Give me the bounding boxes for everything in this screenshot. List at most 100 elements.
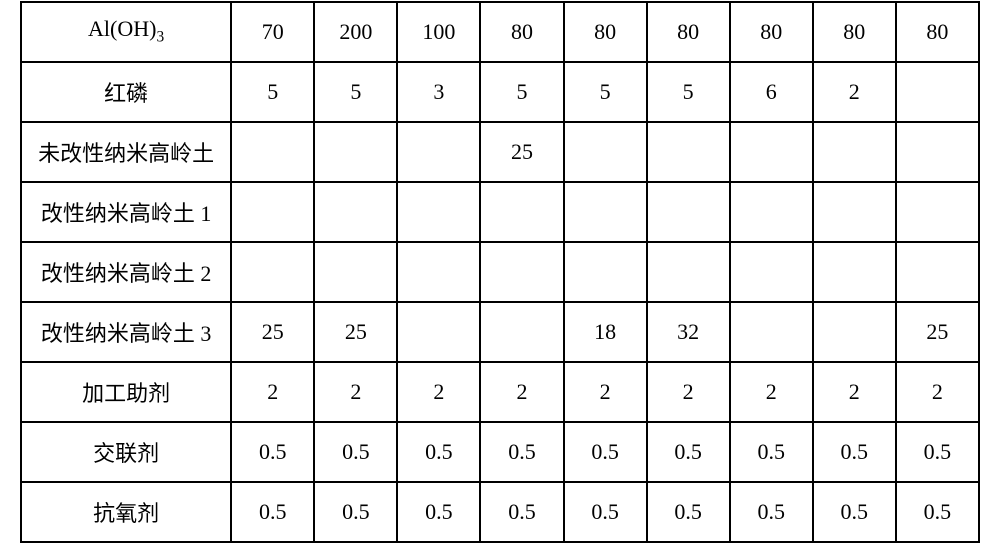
cell: 80 bbox=[647, 2, 730, 62]
cell bbox=[480, 182, 563, 242]
cell bbox=[813, 242, 896, 302]
cell: 2 bbox=[314, 362, 397, 422]
cell bbox=[896, 242, 979, 302]
cell bbox=[564, 122, 647, 182]
cell: 0.5 bbox=[564, 482, 647, 542]
cell: 0.5 bbox=[480, 482, 563, 542]
cell: 200 bbox=[314, 2, 397, 62]
cell: 2 bbox=[397, 362, 480, 422]
cell bbox=[314, 122, 397, 182]
cell: 5 bbox=[231, 62, 314, 122]
cell bbox=[480, 242, 563, 302]
row-label: 改性纳米高岭土 2 bbox=[21, 242, 231, 302]
cell: 5 bbox=[647, 62, 730, 122]
cell: 25 bbox=[314, 302, 397, 362]
cell: 80 bbox=[480, 2, 563, 62]
cell bbox=[397, 182, 480, 242]
cell bbox=[813, 182, 896, 242]
row-label: 加工助剂 bbox=[21, 362, 231, 422]
cell bbox=[730, 182, 813, 242]
cell bbox=[480, 302, 563, 362]
cell bbox=[231, 242, 314, 302]
table-row: 交联剂 0.5 0.5 0.5 0.5 0.5 0.5 0.5 0.5 0.5 bbox=[21, 422, 979, 482]
cell: 0.5 bbox=[813, 422, 896, 482]
cell: 2 bbox=[647, 362, 730, 422]
row-label: 交联剂 bbox=[21, 422, 231, 482]
cell bbox=[397, 242, 480, 302]
row-label: 抗氧剂 bbox=[21, 482, 231, 542]
cell: 6 bbox=[730, 62, 813, 122]
row-label: 改性纳米高岭土 1 bbox=[21, 182, 231, 242]
table-row: 红磷 5 5 3 5 5 5 6 2 bbox=[21, 62, 979, 122]
cell bbox=[314, 182, 397, 242]
cell: 80 bbox=[564, 2, 647, 62]
cell bbox=[896, 182, 979, 242]
cell: 5 bbox=[564, 62, 647, 122]
row-label: 红磷 bbox=[21, 62, 231, 122]
cell: 0.5 bbox=[397, 482, 480, 542]
cell: 70 bbox=[231, 2, 314, 62]
cell: 0.5 bbox=[231, 422, 314, 482]
table-row: 改性纳米高岭土 1 bbox=[21, 182, 979, 242]
cell: 2 bbox=[480, 362, 563, 422]
cell bbox=[564, 242, 647, 302]
row-label: 改性纳米高岭土 3 bbox=[21, 302, 231, 362]
cell: 25 bbox=[231, 302, 314, 362]
cell: 0.5 bbox=[896, 422, 979, 482]
cell bbox=[896, 62, 979, 122]
cell: 2 bbox=[813, 362, 896, 422]
cell bbox=[231, 122, 314, 182]
table-row: 改性纳米高岭土 3 25 25 18 32 25 bbox=[21, 302, 979, 362]
cell bbox=[564, 182, 647, 242]
cell: 0.5 bbox=[231, 482, 314, 542]
cell bbox=[647, 242, 730, 302]
cell: 2 bbox=[730, 362, 813, 422]
table-body: Al(OH)3 70 200 100 80 80 80 80 80 80 红磷 … bbox=[21, 2, 979, 542]
table-row: 未改性纳米高岭土 25 bbox=[21, 122, 979, 182]
table-row: Al(OH)3 70 200 100 80 80 80 80 80 80 bbox=[21, 2, 979, 62]
cell: 0.5 bbox=[564, 422, 647, 482]
page-wrap: Al(OH)3 70 200 100 80 80 80 80 80 80 红磷 … bbox=[0, 0, 1000, 543]
cell: 2 bbox=[564, 362, 647, 422]
cell bbox=[647, 122, 730, 182]
cell: 5 bbox=[314, 62, 397, 122]
cell: 25 bbox=[896, 302, 979, 362]
cell: 18 bbox=[564, 302, 647, 362]
cell: 80 bbox=[813, 2, 896, 62]
cell: 80 bbox=[896, 2, 979, 62]
cell bbox=[730, 242, 813, 302]
cell bbox=[314, 242, 397, 302]
cell: 0.5 bbox=[647, 482, 730, 542]
cell: 0.5 bbox=[314, 422, 397, 482]
cell bbox=[896, 122, 979, 182]
cell: 0.5 bbox=[397, 422, 480, 482]
cell: 80 bbox=[730, 2, 813, 62]
table-row: 加工助剂 2 2 2 2 2 2 2 2 2 bbox=[21, 362, 979, 422]
cell: 0.5 bbox=[647, 422, 730, 482]
cell: 0.5 bbox=[813, 482, 896, 542]
table-row: 改性纳米高岭土 2 bbox=[21, 242, 979, 302]
table-row: 抗氧剂 0.5 0.5 0.5 0.5 0.5 0.5 0.5 0.5 0.5 bbox=[21, 482, 979, 542]
cell: 0.5 bbox=[480, 422, 563, 482]
cell: 0.5 bbox=[314, 482, 397, 542]
cell bbox=[397, 302, 480, 362]
data-table: Al(OH)3 70 200 100 80 80 80 80 80 80 红磷 … bbox=[20, 1, 980, 543]
cell bbox=[397, 122, 480, 182]
cell: 25 bbox=[480, 122, 563, 182]
row-label: 未改性纳米高岭土 bbox=[21, 122, 231, 182]
cell bbox=[730, 122, 813, 182]
cell: 0.5 bbox=[896, 482, 979, 542]
cell: 2 bbox=[231, 362, 314, 422]
cell bbox=[231, 182, 314, 242]
cell: 5 bbox=[480, 62, 563, 122]
cell bbox=[647, 182, 730, 242]
row-label-formula: Al(OH)3 bbox=[21, 2, 231, 62]
cell: 32 bbox=[647, 302, 730, 362]
cell bbox=[730, 302, 813, 362]
cell: 2 bbox=[896, 362, 979, 422]
cell: 100 bbox=[397, 2, 480, 62]
cell: 0.5 bbox=[730, 422, 813, 482]
cell bbox=[813, 122, 896, 182]
cell: 0.5 bbox=[730, 482, 813, 542]
cell: 3 bbox=[397, 62, 480, 122]
